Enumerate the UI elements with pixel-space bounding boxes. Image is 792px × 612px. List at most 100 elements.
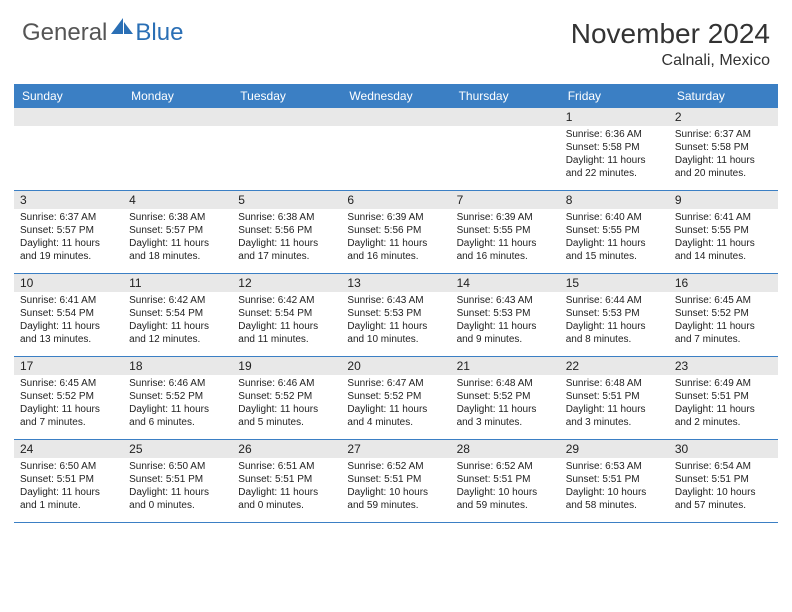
day-line: Sunset: 5:51 PM <box>347 473 444 486</box>
day-line: Daylight: 10 hours and 58 minutes. <box>566 486 663 512</box>
day-line: Daylight: 11 hours and 3 minutes. <box>457 403 554 429</box>
day-cell: 15Sunrise: 6:44 AMSunset: 5:53 PMDayligh… <box>560 274 669 356</box>
day-body: Sunrise: 6:50 AMSunset: 5:51 PMDaylight:… <box>123 458 232 516</box>
day-line: Sunrise: 6:43 AM <box>457 294 554 307</box>
day-body <box>123 126 232 132</box>
day-cell: 27Sunrise: 6:52 AMSunset: 5:51 PMDayligh… <box>341 440 450 522</box>
day-cell: 4Sunrise: 6:38 AMSunset: 5:57 PMDaylight… <box>123 191 232 273</box>
day-line: Sunset: 5:54 PM <box>20 307 117 320</box>
day-number: 2 <box>669 108 778 126</box>
day-number: 10 <box>14 274 123 292</box>
day-cell: 21Sunrise: 6:48 AMSunset: 5:52 PMDayligh… <box>451 357 560 439</box>
day-number: 27 <box>341 440 450 458</box>
day-number: 20 <box>341 357 450 375</box>
day-line: Daylight: 11 hours and 13 minutes. <box>20 320 117 346</box>
day-cell: 12Sunrise: 6:42 AMSunset: 5:54 PMDayligh… <box>232 274 341 356</box>
day-body: Sunrise: 6:47 AMSunset: 5:52 PMDaylight:… <box>341 375 450 433</box>
day-line: Sunrise: 6:39 AM <box>457 211 554 224</box>
day-body: Sunrise: 6:42 AMSunset: 5:54 PMDaylight:… <box>123 292 232 350</box>
day-header-sunday: Sunday <box>14 84 123 108</box>
week-row: 17Sunrise: 6:45 AMSunset: 5:52 PMDayligh… <box>14 357 778 440</box>
day-line: Sunset: 5:58 PM <box>566 141 663 154</box>
week-row: 1Sunrise: 6:36 AMSunset: 5:58 PMDaylight… <box>14 108 778 191</box>
day-body: Sunrise: 6:53 AMSunset: 5:51 PMDaylight:… <box>560 458 669 516</box>
day-line: Sunrise: 6:43 AM <box>347 294 444 307</box>
day-cell: 28Sunrise: 6:52 AMSunset: 5:51 PMDayligh… <box>451 440 560 522</box>
day-body: Sunrise: 6:45 AMSunset: 5:52 PMDaylight:… <box>14 375 123 433</box>
day-header-tuesday: Tuesday <box>232 84 341 108</box>
day-number <box>232 108 341 126</box>
day-body: Sunrise: 6:36 AMSunset: 5:58 PMDaylight:… <box>560 126 669 184</box>
day-line: Daylight: 11 hours and 20 minutes. <box>675 154 772 180</box>
weeks-container: 1Sunrise: 6:36 AMSunset: 5:58 PMDaylight… <box>14 108 778 523</box>
day-line: Sunrise: 6:41 AM <box>20 294 117 307</box>
day-line: Daylight: 11 hours and 2 minutes. <box>675 403 772 429</box>
day-cell: 23Sunrise: 6:49 AMSunset: 5:51 PMDayligh… <box>669 357 778 439</box>
day-body: Sunrise: 6:41 AMSunset: 5:54 PMDaylight:… <box>14 292 123 350</box>
day-line: Sunrise: 6:50 AM <box>20 460 117 473</box>
day-line: Sunrise: 6:40 AM <box>566 211 663 224</box>
day-line: Daylight: 11 hours and 16 minutes. <box>457 237 554 263</box>
day-line: Sunset: 5:53 PM <box>457 307 554 320</box>
logo-sail-icon <box>111 18 133 41</box>
day-line: Sunrise: 6:42 AM <box>129 294 226 307</box>
day-line: Daylight: 11 hours and 16 minutes. <box>347 237 444 263</box>
day-line: Daylight: 11 hours and 1 minute. <box>20 486 117 512</box>
day-number: 24 <box>14 440 123 458</box>
day-number: 18 <box>123 357 232 375</box>
day-number: 29 <box>560 440 669 458</box>
day-cell: 7Sunrise: 6:39 AMSunset: 5:55 PMDaylight… <box>451 191 560 273</box>
day-cell: 19Sunrise: 6:46 AMSunset: 5:52 PMDayligh… <box>232 357 341 439</box>
day-body: Sunrise: 6:39 AMSunset: 5:56 PMDaylight:… <box>341 209 450 267</box>
day-number: 22 <box>560 357 669 375</box>
day-body: Sunrise: 6:42 AMSunset: 5:54 PMDaylight:… <box>232 292 341 350</box>
day-number: 1 <box>560 108 669 126</box>
logo-text-general: General <box>22 19 107 47</box>
day-number <box>341 108 450 126</box>
day-line: Daylight: 10 hours and 59 minutes. <box>457 486 554 512</box>
day-body: Sunrise: 6:46 AMSunset: 5:52 PMDaylight:… <box>232 375 341 433</box>
day-header-row: Sunday Monday Tuesday Wednesday Thursday… <box>14 84 778 108</box>
day-line: Sunset: 5:52 PM <box>675 307 772 320</box>
day-header-friday: Friday <box>560 84 669 108</box>
day-body: Sunrise: 6:40 AMSunset: 5:55 PMDaylight:… <box>560 209 669 267</box>
day-body: Sunrise: 6:43 AMSunset: 5:53 PMDaylight:… <box>341 292 450 350</box>
day-line: Sunset: 5:54 PM <box>129 307 226 320</box>
day-number <box>14 108 123 126</box>
title-location: Calnali, Mexico <box>571 52 770 70</box>
day-line: Daylight: 10 hours and 57 minutes. <box>675 486 772 512</box>
day-number <box>123 108 232 126</box>
day-line: Sunrise: 6:47 AM <box>347 377 444 390</box>
day-number: 7 <box>451 191 560 209</box>
day-line: Daylight: 11 hours and 0 minutes. <box>238 486 335 512</box>
day-line: Sunset: 5:53 PM <box>566 307 663 320</box>
week-row: 3Sunrise: 6:37 AMSunset: 5:57 PMDaylight… <box>14 191 778 274</box>
day-cell: 14Sunrise: 6:43 AMSunset: 5:53 PMDayligh… <box>451 274 560 356</box>
day-number: 4 <box>123 191 232 209</box>
day-line: Sunset: 5:56 PM <box>238 224 335 237</box>
day-line: Daylight: 11 hours and 18 minutes. <box>129 237 226 263</box>
day-line: Sunset: 5:51 PM <box>20 473 117 486</box>
day-line: Sunset: 5:58 PM <box>675 141 772 154</box>
day-cell: 22Sunrise: 6:48 AMSunset: 5:51 PMDayligh… <box>560 357 669 439</box>
day-body: Sunrise: 6:50 AMSunset: 5:51 PMDaylight:… <box>14 458 123 516</box>
day-body: Sunrise: 6:52 AMSunset: 5:51 PMDaylight:… <box>341 458 450 516</box>
day-body: Sunrise: 6:51 AMSunset: 5:51 PMDaylight:… <box>232 458 341 516</box>
day-body <box>451 126 560 132</box>
day-cell: 3Sunrise: 6:37 AMSunset: 5:57 PMDaylight… <box>14 191 123 273</box>
day-line: Daylight: 11 hours and 7 minutes. <box>20 403 117 429</box>
day-line: Daylight: 11 hours and 15 minutes. <box>566 237 663 263</box>
day-line: Daylight: 11 hours and 8 minutes. <box>566 320 663 346</box>
day-header-saturday: Saturday <box>669 84 778 108</box>
day-cell: 18Sunrise: 6:46 AMSunset: 5:52 PMDayligh… <box>123 357 232 439</box>
day-line: Daylight: 11 hours and 22 minutes. <box>566 154 663 180</box>
day-cell: 25Sunrise: 6:50 AMSunset: 5:51 PMDayligh… <box>123 440 232 522</box>
day-line: Sunrise: 6:37 AM <box>675 128 772 141</box>
day-line: Sunset: 5:51 PM <box>566 473 663 486</box>
title-block: November 2024 Calnali, Mexico <box>571 18 770 70</box>
day-line: Daylight: 11 hours and 5 minutes. <box>238 403 335 429</box>
day-line: Sunset: 5:52 PM <box>347 390 444 403</box>
day-header-wednesday: Wednesday <box>341 84 450 108</box>
day-line: Daylight: 11 hours and 3 minutes. <box>566 403 663 429</box>
day-cell: 1Sunrise: 6:36 AMSunset: 5:58 PMDaylight… <box>560 108 669 190</box>
